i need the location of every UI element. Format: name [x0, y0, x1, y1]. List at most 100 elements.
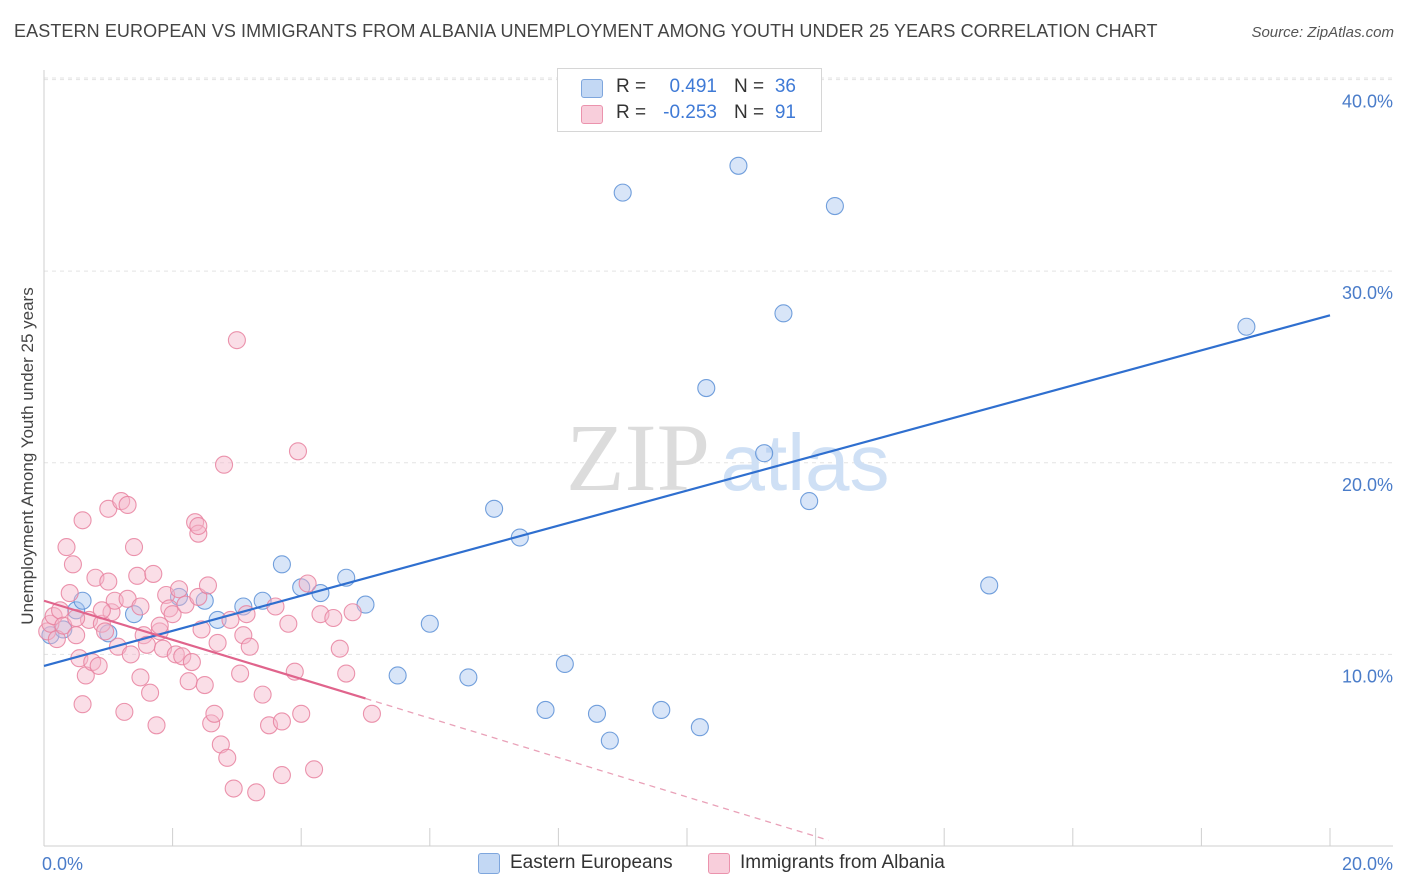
point-immigrant-albania	[337, 664, 356, 683]
y-tick-label: 40.0%	[1342, 92, 1393, 112]
legend-r-value: -0.253	[663, 102, 717, 123]
point-eastern-european	[587, 704, 607, 723]
point-immigrant-albania	[144, 564, 163, 583]
point-eastern-european	[690, 718, 709, 737]
point-immigrant-albania	[189, 524, 208, 543]
point-eastern-european	[99, 624, 118, 643]
point-immigrant-albania	[166, 645, 185, 664]
point-eastern-european	[613, 183, 632, 202]
legend-swatch-pink	[581, 105, 603, 124]
point-immigrant-albania	[89, 656, 108, 675]
point-immigrant-albania	[292, 704, 311, 723]
point-immigrant-albania	[99, 572, 118, 591]
point-immigrant-albania	[272, 766, 291, 785]
legend-n-value: 36	[774, 76, 796, 97]
point-eastern-european	[600, 731, 619, 750]
point-immigrant-albania	[227, 331, 246, 350]
legend-row-eastern-europeans: R = 0.491 N = 36	[558, 76, 821, 102]
point-immigrant-albania	[231, 664, 250, 683]
point-eastern-european	[420, 614, 439, 633]
point-immigrant-albania	[60, 584, 79, 603]
x-tick-label-min: 0.0%	[42, 854, 83, 874]
point-immigrant-albania	[253, 685, 272, 704]
point-immigrant-albania	[298, 574, 317, 593]
point-immigrant-albania	[218, 748, 237, 767]
point-eastern-european	[652, 700, 671, 720]
point-immigrant-albania	[73, 511, 92, 530]
point-eastern-european	[825, 196, 844, 216]
y-tick-label: 30.0%	[1342, 283, 1393, 303]
chart-title: EASTERN EUROPEAN VS IMMIGRANTS FROM ALBA…	[14, 21, 1158, 41]
point-immigrant-albania	[96, 622, 115, 641]
legend-n-label: N =	[734, 102, 765, 123]
point-immigrant-albania	[279, 614, 298, 633]
point-eastern-european	[755, 444, 774, 463]
point-immigrant-albania	[224, 779, 243, 798]
correlation-legend: R = 0.491 N = 36 R = -0.253 N = 91	[557, 68, 822, 132]
point-immigrant-albania	[272, 712, 291, 731]
x-tick-label-max: 20.0%	[1342, 854, 1393, 874]
point-eastern-european	[485, 499, 504, 518]
watermark-zip: ZIP	[566, 404, 710, 511]
legend-r-value: 0.491	[669, 76, 717, 97]
legend-swatch-blue	[581, 79, 603, 98]
point-immigrant-albania	[182, 653, 201, 672]
point-immigrant-albania	[73, 695, 92, 714]
point-immigrant-albania	[115, 702, 134, 721]
point-immigrant-albania	[198, 576, 218, 595]
point-immigrant-albania	[195, 676, 214, 695]
tick-labels: 10.0% 20.0% 30.0% 40.0% 0.0% 20.0%	[42, 92, 1393, 874]
trend-line-immigrants-albania	[43, 599, 366, 700]
point-immigrant-albania	[63, 555, 82, 574]
source-label: Source: ZipAtlas.com	[1251, 24, 1394, 41]
point-eastern-european	[536, 700, 555, 720]
point-eastern-european	[124, 605, 144, 624]
trend-line-immigrants-albania-extrapolated	[365, 697, 829, 841]
legend-n-label: N =	[734, 76, 765, 97]
point-immigrant-albania	[330, 639, 349, 658]
point-eastern-european	[729, 156, 748, 175]
point-eastern-european	[388, 666, 407, 685]
point-eastern-european	[980, 576, 999, 595]
legend-n-value: 91	[774, 102, 796, 123]
point-immigrant-albania	[169, 580, 189, 599]
point-immigrant-albania	[189, 516, 208, 536]
point-immigrant-albania	[240, 637, 259, 656]
trend-lines	[43, 314, 1331, 841]
point-eastern-european	[1237, 317, 1256, 336]
point-eastern-european	[774, 304, 793, 323]
point-eastern-european	[697, 379, 716, 398]
point-immigrant-albania	[121, 645, 140, 664]
point-immigrant-albania	[67, 626, 86, 645]
point-immigrant-albania	[57, 538, 76, 557]
point-immigrant-albania	[362, 704, 381, 723]
bottom-legend-label: Eastern Europeans	[510, 852, 673, 873]
watermark: ZIP atlas	[566, 404, 889, 511]
point-immigrant-albania	[234, 626, 253, 645]
y-tick-label: 20.0%	[1342, 475, 1393, 495]
point-immigrant-albania	[163, 605, 182, 624]
point-immigrant-albania	[343, 603, 362, 622]
point-immigrant-albania	[131, 597, 150, 616]
bottom-legend-label: Immigrants from Albania	[740, 852, 945, 873]
point-eastern-european	[272, 555, 291, 574]
point-immigrant-albania	[208, 633, 227, 652]
point-immigrant-albania	[141, 683, 160, 702]
point-immigrant-albania	[214, 455, 234, 474]
point-immigrant-albania	[173, 647, 192, 666]
point-eastern-european	[800, 492, 819, 511]
point-immigrant-albania	[202, 714, 221, 733]
y-tick-label: 10.0%	[1342, 666, 1393, 686]
watermark-atlas: atlas	[721, 418, 890, 507]
point-eastern-european	[459, 668, 478, 687]
bottom-legend-swatch-blue	[478, 853, 500, 874]
point-immigrant-albania	[324, 608, 343, 628]
legend-r-label: R =	[616, 76, 647, 97]
point-immigrant-albania	[179, 672, 198, 691]
point-eastern-european	[555, 654, 574, 674]
axes	[43, 70, 1393, 847]
point-immigrant-albania	[147, 716, 166, 735]
point-immigrant-albania	[131, 668, 150, 687]
point-immigrant-albania	[247, 783, 266, 802]
